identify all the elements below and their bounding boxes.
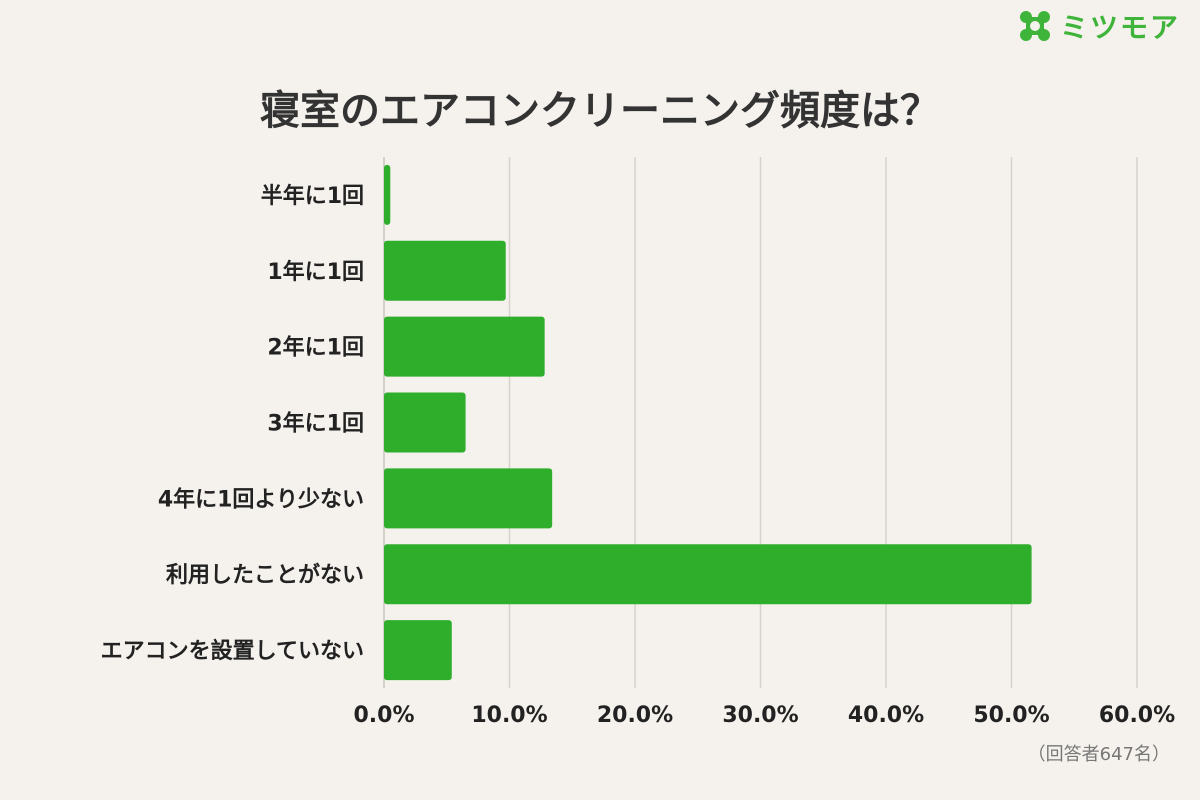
x-tick-label: 20.0% [597,703,673,728]
brand-logo: ミツモア [1018,6,1180,46]
bar [384,392,466,453]
category-label: 利用したことがない [166,562,364,588]
category-label: 1年に1回 [267,259,364,285]
bar [384,468,553,529]
bar [384,316,545,377]
category-label: 3年に1回 [267,411,364,437]
category-label: 2年に1回 [267,335,364,361]
x-tick-label: 10.0% [471,703,547,728]
bar [384,240,506,301]
chart-title: 寝室のエアコンクリーニング頻度は？ [260,88,940,134]
brand-name: ミツモア [1059,11,1180,44]
respondent-count: （回答者647名） [1027,744,1170,765]
x-tick-label: 0.0% [353,703,414,728]
category-label: 半年に1回 [261,183,364,209]
category-label: エアコンを設置していない [101,638,364,664]
x-tick-label: 40.0% [848,703,924,728]
bar [384,620,452,681]
x-tick-label: 60.0% [1099,703,1175,728]
x-tick-label: 50.0% [973,703,1049,728]
x-tick-label: 30.0% [722,703,798,728]
bar [384,164,391,225]
mitsumore-logo-icon [1019,11,1050,41]
category-label: 4年に1回より少ない [158,486,364,512]
bar [384,544,1032,605]
